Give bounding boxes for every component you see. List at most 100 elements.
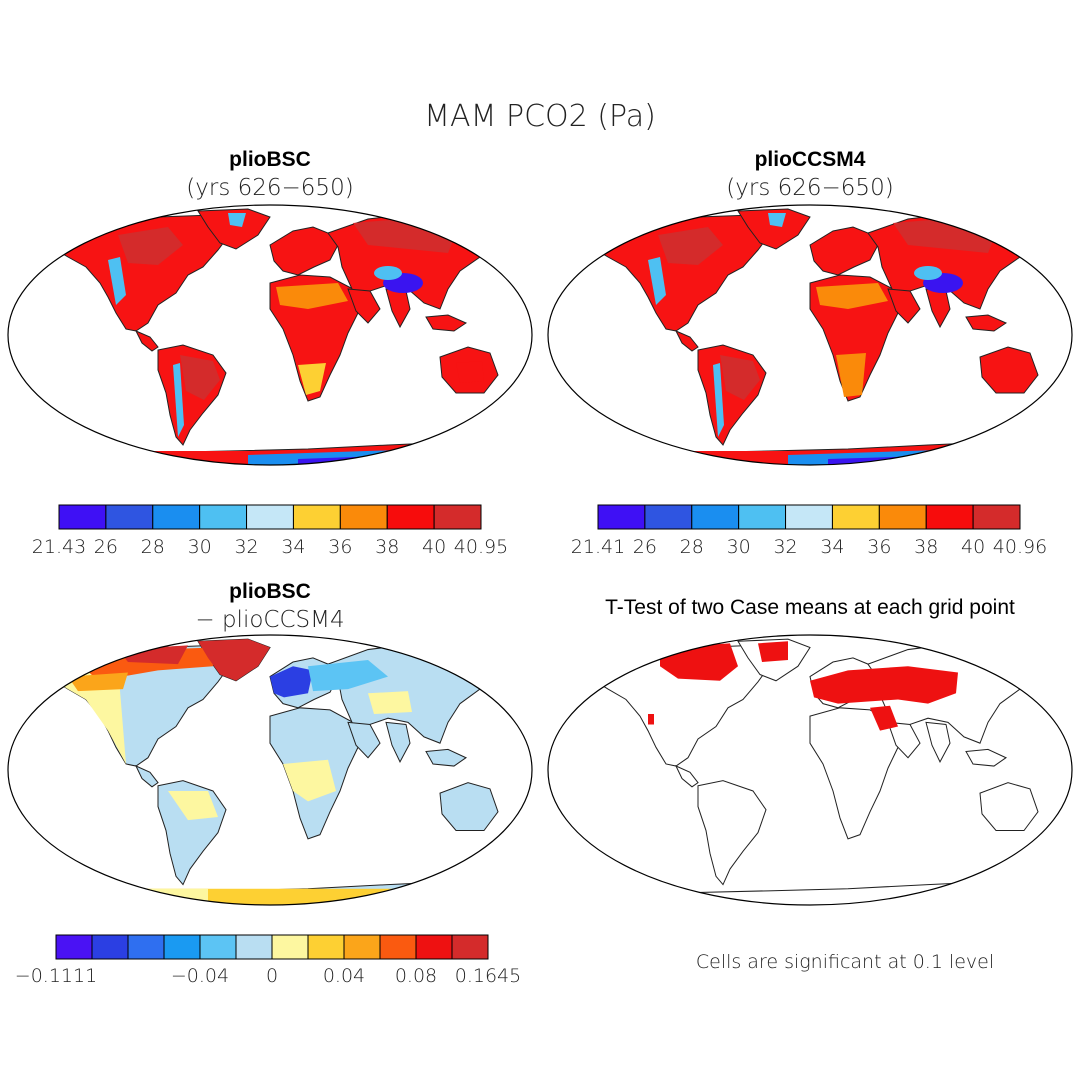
region-arctic-orange [68, 672, 128, 692]
region-dark-na [658, 227, 723, 265]
colorbar-swatch [644, 504, 693, 530]
colorbar-tick-label: 28 [680, 536, 704, 558]
region-eurasia-neg [308, 659, 388, 692]
colorbar-swatch [878, 504, 927, 530]
colorbar-swatch [343, 934, 381, 960]
region-sa-pos [168, 791, 218, 821]
colorbar-tick-label: 0.1645 [455, 965, 521, 987]
panel-subtitle: (yrs 626−650) [726, 175, 893, 201]
colorbar-tick-label: 38 [375, 536, 399, 558]
colorbar-swatch [925, 504, 974, 530]
region-tibet-halo [914, 266, 942, 280]
colorbar-swatch [415, 934, 453, 960]
region-tibet-halo [374, 266, 402, 280]
panel-bottom-left: plioBSC − plioCCSM4 [7, 580, 533, 987]
region-sig-europe [810, 666, 958, 704]
panel-top-right: plioCCSM4 (yrs 626−650) 21.41 26 28 30 [547, 148, 1073, 558]
colorbar-swatch [972, 504, 1021, 530]
colorbar-tick-label: 21.43 [32, 536, 86, 558]
region-dark-sa [180, 355, 220, 400]
colorbar-tick-label: 38 [914, 536, 938, 558]
colorbar-tick-label: 34 [281, 536, 305, 558]
region-europe-neg [270, 666, 313, 698]
region-andes [173, 363, 184, 437]
colorbar-tick-label: 28 [141, 536, 165, 558]
map-frame [7, 204, 533, 466]
region-rockies [648, 257, 666, 305]
region-antarctica-pos [68, 888, 488, 905]
region-sig-greenland [758, 641, 788, 663]
region-greenland-cold [228, 213, 246, 227]
map-difference [47, 638, 499, 905]
colorbar-tick-label: 0.04 [323, 965, 365, 987]
colorbar-tick-label: 40 [422, 536, 446, 558]
panel-top-left: plioBSC (yrs 626−650) [7, 148, 533, 558]
map-frame [547, 204, 1073, 466]
colorbar-tick-label: 36 [328, 536, 352, 558]
colorbar-swatch [246, 504, 294, 530]
colorbar-tick-label: 40.96 [993, 536, 1047, 558]
significance-note: Cells are significant at 0.1 level [696, 951, 994, 973]
region-southafrica [836, 353, 866, 397]
region-na-pos [48, 666, 126, 764]
colorbar-tick-label: 40 [961, 536, 985, 558]
colorbar-tick-label: 36 [867, 536, 891, 558]
region-dark-sa [720, 355, 760, 400]
colorbar-swatch [597, 504, 646, 530]
colorbar-swatch [163, 934, 201, 960]
colorbar-swatch [738, 504, 787, 530]
colorbar-tick-label: 0.08 [395, 965, 437, 987]
panel-subtitle: − plioCCSM4 [195, 607, 344, 633]
map-frame [7, 634, 533, 906]
colorbar-swatch [199, 934, 237, 960]
region-dark-na [118, 227, 183, 265]
colorbar-tick-label: 32 [234, 536, 258, 558]
colorbar-top-left: 21.43 26 28 30 32 34 36 38 40 40.95 [32, 504, 508, 558]
region-canada-hot [118, 645, 188, 665]
colorbar-tick-label: −0.1111 [15, 965, 97, 987]
region-antarctica-light [68, 888, 208, 905]
region-africa-pos [283, 759, 336, 802]
map-ttest [587, 638, 1058, 905]
region-sig-na-west [648, 714, 654, 725]
colorbar-bottom-left: −0.1111 −0.04 0 0.04 0.08 0.1645 [15, 934, 521, 987]
colorbar-swatch [292, 504, 341, 530]
region-sahara [276, 283, 348, 309]
map-plioBSC [47, 208, 499, 465]
colorbar-swatch [152, 504, 201, 530]
colorbar-swatch [55, 934, 93, 960]
colorbar-top-right: 21.41 26 28 30 32 34 36 38 40 40.96 [571, 504, 1047, 558]
colorbar-swatch [127, 934, 165, 960]
region-greenland-cold [768, 213, 786, 227]
colorbar-swatch [58, 504, 107, 530]
region-andes [713, 363, 724, 437]
colorbar-swatch [433, 504, 482, 530]
colorbar-tick-label: 26 [633, 536, 657, 558]
panel-title: T-Test of two Case means at each grid po… [605, 596, 1015, 619]
colorbar-tick-label: 40.95 [454, 536, 508, 558]
colorbar-tick-label: 30 [188, 536, 212, 558]
colorbar-swatch [691, 504, 740, 530]
colorbar-tick-label: 34 [820, 536, 844, 558]
colorbar-swatch [105, 504, 154, 530]
colorbar-swatch [831, 504, 880, 530]
colorbar-swatch [451, 934, 489, 960]
panel-title: plioBSC [229, 148, 311, 171]
colorbar-tick-label: −0.04 [171, 965, 229, 987]
colorbar-swatch [785, 504, 833, 530]
panel-title: plioCCSM4 [755, 148, 866, 171]
region-southafrica [298, 363, 326, 395]
colorbar-swatch [379, 934, 417, 960]
map-frame [547, 634, 1073, 906]
colorbar-tick-label: 30 [727, 536, 751, 558]
map-plioCCSM4 [587, 208, 1039, 465]
region-sahara [816, 283, 888, 309]
panel-subtitle: (yrs 626−650) [186, 175, 353, 201]
region-sig-nz [1044, 830, 1058, 848]
colorbar-swatch [271, 934, 309, 960]
colorbar-swatch [339, 504, 388, 530]
colorbar-tick-label: 32 [773, 536, 797, 558]
region-greenland-hot [198, 639, 270, 681]
region-australia-center [456, 361, 484, 383]
